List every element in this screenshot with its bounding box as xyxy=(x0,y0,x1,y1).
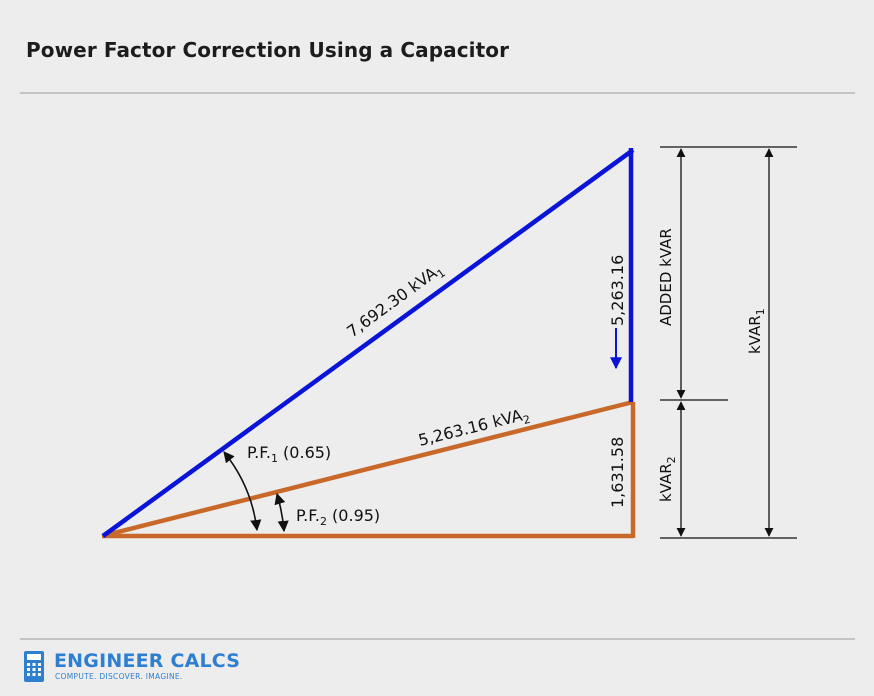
kva1-hypotenuse xyxy=(101,148,635,538)
original-power-triangle xyxy=(101,148,635,538)
kvar2-dim-label: kVAR2 xyxy=(657,456,678,502)
page-title: Power Factor Correction Using a Capacito… xyxy=(26,38,510,62)
pf2-label: P.F.2 (0.95) xyxy=(296,506,380,528)
kva2-hypotenuse xyxy=(101,399,634,539)
top-divider xyxy=(20,92,855,94)
kvar2-value-label: 1,631.58 xyxy=(608,437,627,508)
logo-name: ENGINEER CALCS xyxy=(54,650,241,672)
corrected-power-triangle xyxy=(101,399,636,539)
pf1-label: P.F.1 (0.65) xyxy=(247,443,331,465)
kvar1-dim-label: kVAR1 xyxy=(746,308,767,354)
bottom-divider xyxy=(20,638,855,640)
dimension-lines xyxy=(660,146,797,539)
added-kvar-dim-label: ADDED kVAR xyxy=(657,228,675,326)
pf2-angle-arc xyxy=(274,492,289,533)
pf1-angle-arc xyxy=(223,451,262,532)
kva2-label: 5,263.16 kVA2 xyxy=(416,404,531,453)
calculator-icon xyxy=(24,651,44,682)
logo-tagline: COMPUTE. DISCOVER. IMAGINE. xyxy=(55,672,183,681)
kva1-label: 7,692.30 kVA1 xyxy=(343,259,448,343)
added-kvar-value-label: 5,263.16 xyxy=(608,255,627,326)
